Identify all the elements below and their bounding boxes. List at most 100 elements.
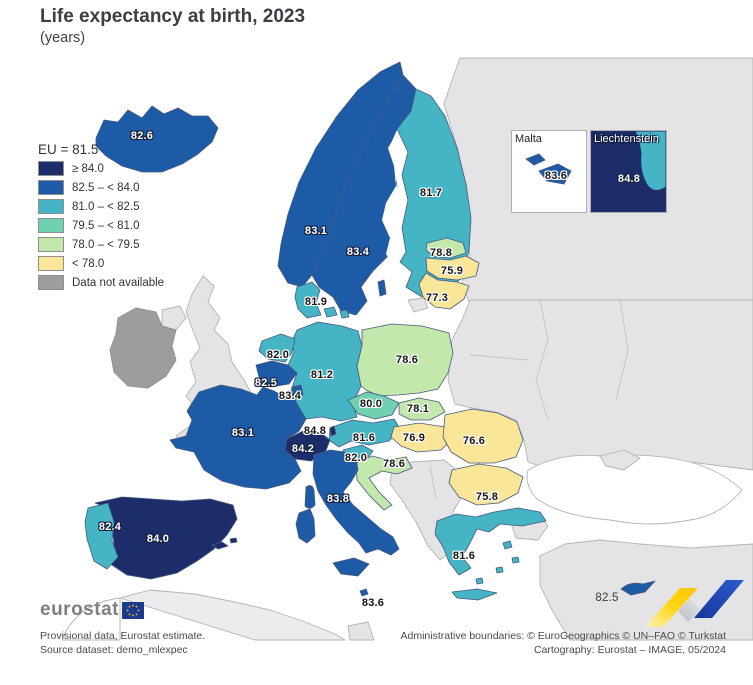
footnotes: Provisional data, Eurostat estimate. Sou… <box>40 629 205 657</box>
eurostat-logo: eurostat <box>40 600 144 619</box>
country-denmark-zealand <box>323 306 338 318</box>
country-liechtenstein <box>329 425 337 437</box>
island-sicily <box>332 557 370 577</box>
country-lithuania <box>418 272 470 310</box>
gray-internal-border-2 <box>469 354 529 361</box>
legend: EU = 81.5 ≥ 84.0 82.5 – < 84.0 81.0 – < 82… <box>38 142 164 295</box>
inset-malta-title: Malta <box>515 133 542 145</box>
inset-liechtenstein-value: 84.8 <box>617 173 641 185</box>
island-sardinia <box>295 508 316 544</box>
island-corsica <box>304 485 316 509</box>
country-greece <box>434 507 547 576</box>
country-ireland <box>109 307 177 389</box>
inset-liechtenstein: Liechtenstein 84.8 <box>590 130 667 213</box>
decorative-ribbons <box>645 580 744 627</box>
legend-swatch-6 <box>38 275 64 290</box>
legend-swatch-5 <box>38 256 64 271</box>
country-germany <box>287 321 363 422</box>
country-spain <box>94 496 238 580</box>
legend-row-2: 81.0 – < 82.5 <box>38 199 164 214</box>
page-subtitle: (years) <box>40 29 86 46</box>
title-block: Life expectancy at birth, 2023 (years) <box>40 6 305 46</box>
inset-malta: Malta 83.6 <box>511 130 587 213</box>
eu-flag-icon <box>121 602 144 619</box>
land-kaliningrad <box>407 297 429 313</box>
country-hungary <box>390 422 454 453</box>
inset-liechtenstein-title: Liechtenstein <box>594 133 659 145</box>
legend-row-1: 82.5 – < 84.0 <box>38 180 164 195</box>
country-iceland <box>95 105 219 173</box>
legend-row-3: 79.5 – < 81.0 <box>38 218 164 233</box>
legend-row-5: < 78.0 <box>38 256 164 271</box>
country-romania <box>442 408 524 464</box>
country-denmark <box>294 281 322 319</box>
country-croatia <box>355 455 413 511</box>
country-malta <box>359 588 369 597</box>
inset-malta-value: 83.6 <box>544 170 568 182</box>
country-austria <box>328 418 401 448</box>
country-italy <box>312 449 400 556</box>
country-estonia <box>425 237 467 259</box>
land-crimea <box>599 449 641 471</box>
country-poland <box>356 323 454 397</box>
legend-label-1: 82.5 – < 84.0 <box>72 181 140 194</box>
legend-label-4: 78.0 – < 79.5 <box>72 238 140 251</box>
malta-inset-map <box>525 153 572 185</box>
legend-label-0: ≥ 84.0 <box>72 162 104 175</box>
land-morocco-outline <box>61 597 121 641</box>
legend-items: ≥ 84.0 82.5 – < 84.0 81.0 – < 82.5 79.5 – <… <box>38 161 165 290</box>
legend-swatch-3 <box>38 218 64 233</box>
gray-internal-border-3 <box>615 299 629 401</box>
legend-swatch-4 <box>38 237 64 252</box>
attribution: Administrative boundaries: © EuroGeograp… <box>400 629 726 657</box>
legend-swatch-2 <box>38 199 64 214</box>
island-aegean-2 <box>511 556 520 564</box>
country-portugal <box>84 502 119 570</box>
land-northern-ireland <box>161 305 187 331</box>
land-tunisia <box>347 621 375 641</box>
attribution-cartography: Cartography: Eurostat – IMAGE, 05/2024 <box>533 644 726 657</box>
gulf-of-bothnia <box>382 138 402 266</box>
country-bulgaria <box>448 463 524 506</box>
country-netherlands <box>258 333 296 363</box>
country-czechia <box>347 391 400 420</box>
country-denmark-funen <box>339 309 350 319</box>
legend-row-6: Data not available <box>38 275 165 290</box>
eurostat-logo-text: eurostat <box>40 599 119 620</box>
island-menorca <box>229 537 238 544</box>
inset-island-gozo <box>525 153 546 166</box>
country-cyprus <box>620 580 656 596</box>
land-north-africa <box>119 589 346 641</box>
island-gotland <box>377 279 387 297</box>
legend-row-4: 78.0 – < 79.5 <box>38 237 164 252</box>
legend-eu-average: EU = 81.5 <box>38 142 99 157</box>
gray-ribbon <box>678 598 700 622</box>
gray-internal-border-4 <box>429 465 437 499</box>
inset-island-malta <box>538 163 572 185</box>
legend-label-2: 81.0 – < 82.5 <box>72 200 140 213</box>
attribution-boundaries: Administrative boundaries: © EuroGeograp… <box>400 630 726 642</box>
island-mallorca <box>211 541 229 550</box>
island-aegean-1 <box>502 540 513 550</box>
legend-label-6: Data not available <box>72 276 165 289</box>
page-title: Life expectancy at birth, 2023 <box>40 6 306 27</box>
country-belgium <box>255 360 298 388</box>
island-crete <box>451 588 498 601</box>
country-luxembourg <box>291 384 304 398</box>
legend-label-5: < 78.0 <box>72 257 105 270</box>
gray-internal-border-1 <box>535 299 549 421</box>
country-slovakia <box>398 397 446 421</box>
footnote-source-dataset: Source dataset: demo_mlexpec <box>40 644 188 657</box>
legend-label-3: 79.5 – < 81.0 <box>72 219 140 232</box>
island-aegean-4 <box>475 577 484 585</box>
legend-row-0: ≥ 84.0 <box>38 161 164 176</box>
legend-swatch-0 <box>38 161 64 176</box>
country-latvia <box>425 255 480 281</box>
inset-austria-area <box>634 131 666 191</box>
footnote-provisional: Provisional data, Eurostat estimate. <box>40 630 206 642</box>
legend-swatch-1 <box>38 180 64 195</box>
yellow-ribbon <box>645 588 698 627</box>
blue-ribbon <box>694 580 744 618</box>
